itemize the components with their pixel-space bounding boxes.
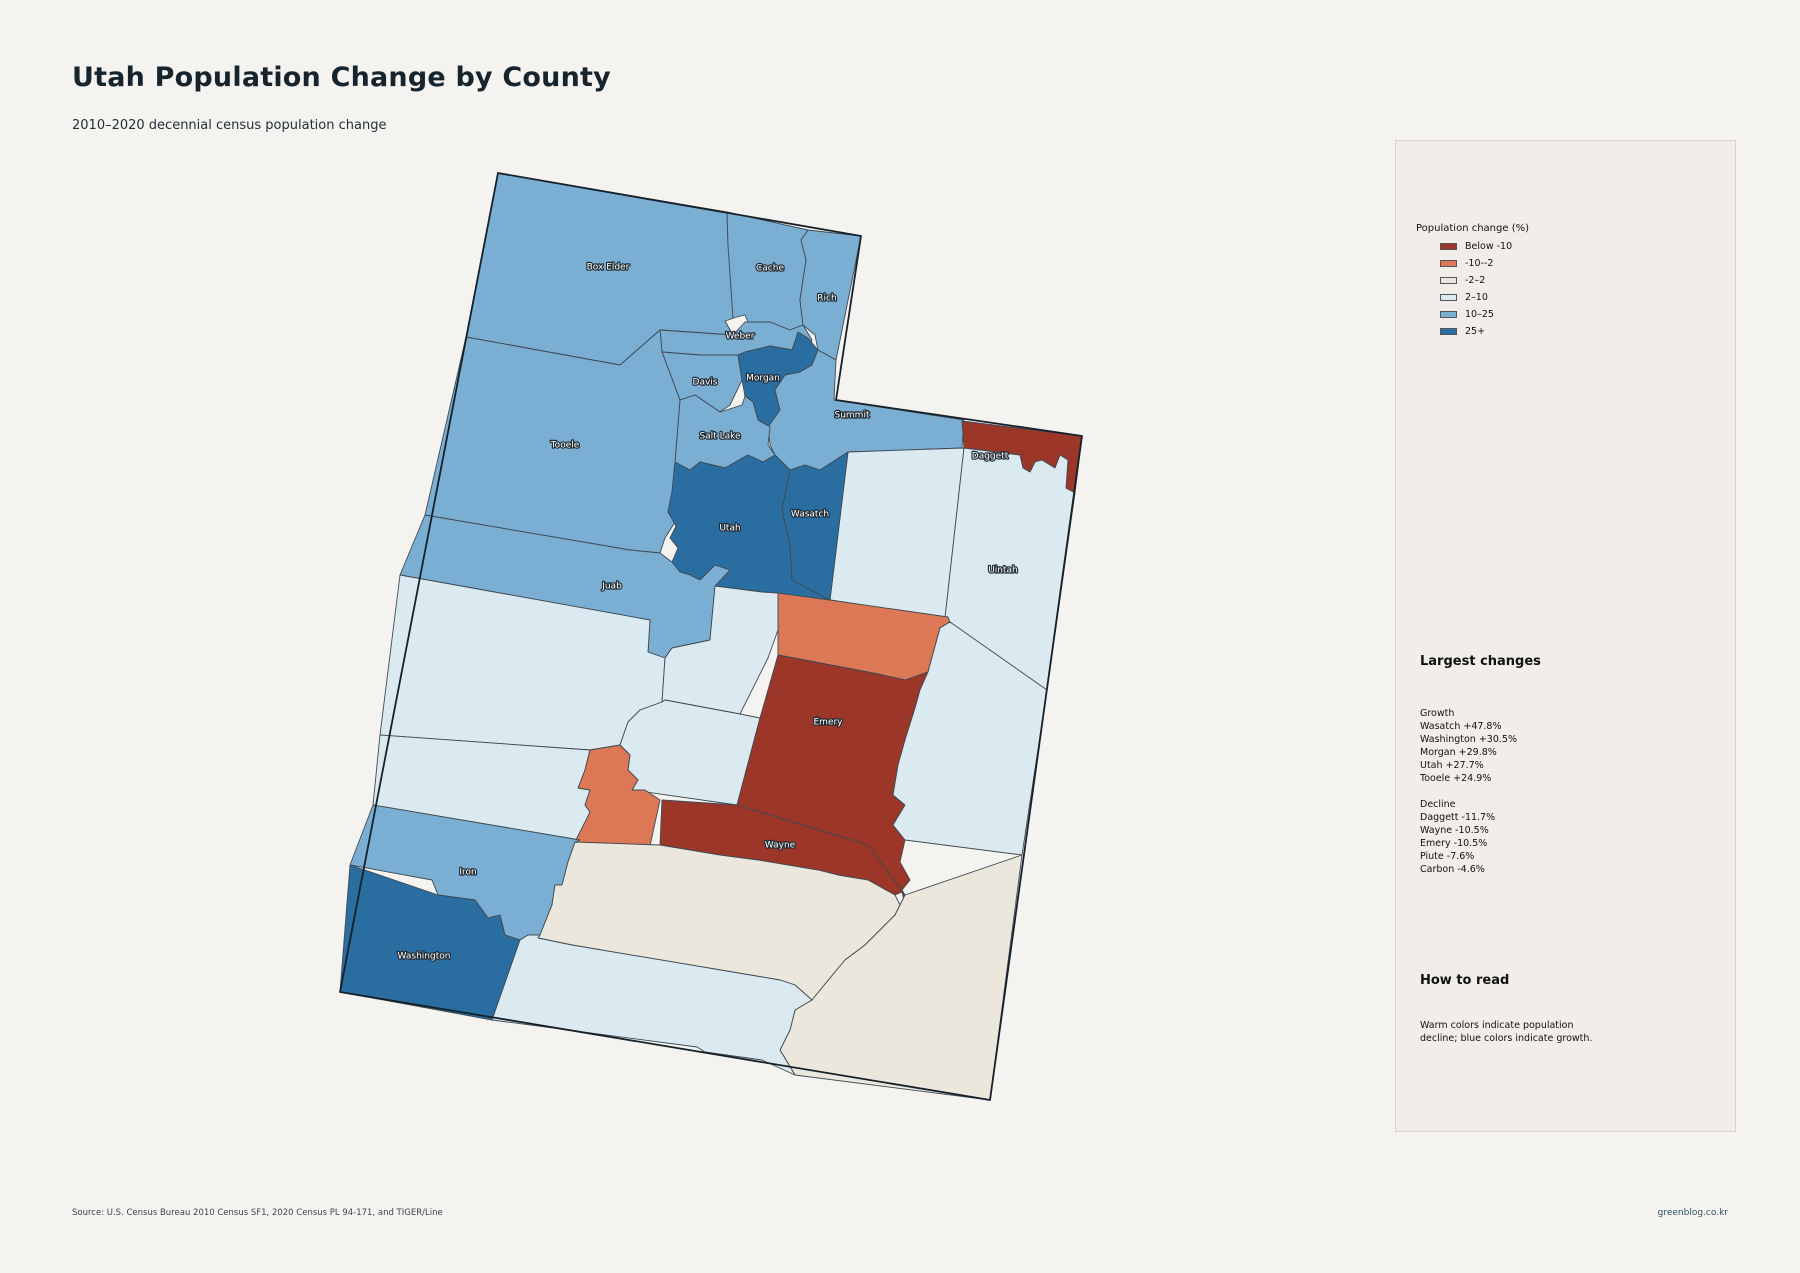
county-grand[interactable] [892, 621, 1048, 856]
map-title: Utah Population Change by County [72, 62, 611, 93]
county-label-juab: Juab [601, 582, 622, 592]
county-rich[interactable] [799, 229, 862, 361]
legend-label: 25+ [1465, 325, 1486, 337]
county-label-morgan: Morgan [746, 374, 780, 384]
legend-item-minus10-minus2: -10--2 [1440, 257, 1493, 269]
map-subtitle: 2010–2020 decennial census population ch… [72, 118, 387, 133]
county-label-wayne: Wayne [765, 841, 796, 851]
legend-label: Below -10 [1465, 240, 1513, 252]
county-piute[interactable] [574, 744, 661, 856]
how-to-read-heading: How to read [1420, 973, 1510, 988]
county-label-davis: Davis [693, 378, 718, 388]
county-label-rich: Rich [817, 294, 836, 304]
legend-label: 10–25 [1465, 308, 1494, 320]
growth-item: Washington +30.5% [1420, 734, 1517, 745]
county-label-summit: Summit [835, 411, 870, 421]
legend-swatch [1440, 310, 1457, 318]
county-kane[interactable] [491, 934, 813, 1076]
how-to-read-body: Warm colors indicate population decline;… [1420, 1020, 1593, 1044]
county-duchesne[interactable] [829, 447, 965, 619]
county-sevier[interactable] [619, 699, 761, 806]
county-label-weber: Weber [726, 332, 755, 342]
legend-swatch [1440, 293, 1457, 301]
growth-item: Wasatch +47.8% [1420, 721, 1502, 732]
county-label-tooele: Tooele [550, 441, 580, 451]
legend-item-25-plus: 25+ [1440, 325, 1485, 337]
county-layer [339, 172, 1083, 1101]
county-label-iron: Iron [459, 868, 476, 878]
county-label-daggett: Daggett [972, 452, 1009, 462]
decline-label: Decline [1420, 799, 1456, 810]
largest-changes-heading: Largest changes [1420, 654, 1541, 669]
state-outline [339, 172, 1083, 1101]
county-label-wasatch: Wasatch [791, 510, 829, 520]
growth-label: Growth [1420, 708, 1455, 719]
growth-item: Tooele +24.9% [1420, 773, 1492, 784]
county-label-uintah: Uintah [988, 566, 1018, 576]
decline-item: Piute -7.6% [1420, 851, 1475, 862]
side-panel: Population change (%) Below -10 -10--2 -… [1395, 140, 1736, 1132]
credit-link[interactable]: greenblog.co.kr [1657, 1208, 1728, 1218]
county-label-layer: Box Elder Cache Rich Weber Davis Morgan Summit… [396, 261, 1019, 962]
largest-changes-list: Growth Wasatch +47.8% Washington +30.5% … [1420, 707, 1517, 876]
legend-swatch [1440, 327, 1457, 335]
source-note: Source: U.S. Census Bureau 2010 Census S… [72, 1208, 443, 1218]
growth-item: Morgan +29.8% [1420, 747, 1497, 758]
decline-item: Emery -10.5% [1420, 838, 1488, 849]
decline-item: Carbon -4.6% [1420, 864, 1485, 875]
county-label-cache: Cache [756, 264, 784, 274]
legend-label: -10--2 [1465, 257, 1494, 269]
legend-swatch [1440, 259, 1457, 267]
legend-swatch [1440, 242, 1457, 250]
spacer [1420, 785, 1517, 798]
county-label-salt-lake: Salt Lake [699, 432, 741, 442]
legend-item-minus2-2: -2–2 [1440, 274, 1485, 286]
decline-item: Wayne -10.5% [1420, 825, 1489, 836]
county-washington[interactable] [339, 864, 521, 1021]
county-label-emery: Emery [813, 718, 843, 728]
decline-item: Daggett -11.7% [1420, 812, 1496, 823]
county-label-utah: Utah [719, 524, 740, 534]
legend-item-below-10: Below -10 [1440, 240, 1512, 252]
legend-label: 2–10 [1465, 291, 1488, 303]
legend-swatch [1440, 276, 1457, 284]
legend-item-10-25: 10–25 [1440, 308, 1494, 320]
county-label-box-elder: Box Elder [587, 263, 630, 273]
county-label-washington: Washington [398, 952, 451, 962]
legend-title: Population change (%) [1416, 223, 1530, 234]
growth-item: Utah +27.7% [1420, 760, 1484, 771]
legend-label: -2–2 [1465, 274, 1486, 286]
legend-item-2-10: 2–10 [1440, 291, 1488, 303]
